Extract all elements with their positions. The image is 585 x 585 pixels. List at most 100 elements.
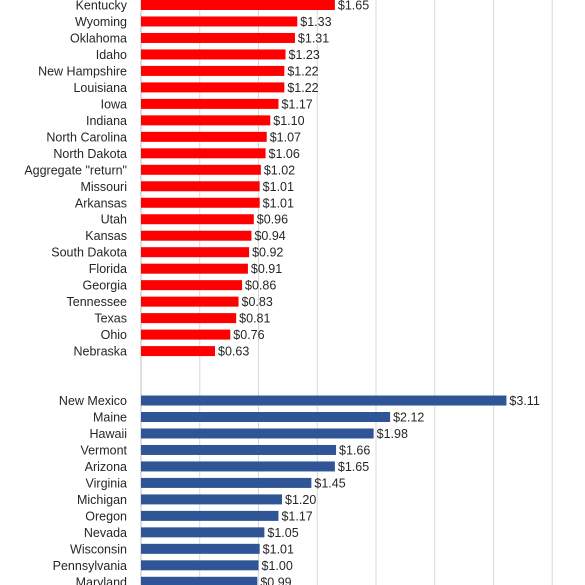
bar — [141, 329, 231, 340]
category-label: Louisiana — [73, 81, 127, 95]
data-label: $1.17 — [281, 509, 312, 523]
category-label: Virginia — [86, 476, 128, 490]
category-label: Hawaii — [89, 427, 127, 441]
bar — [141, 346, 216, 357]
category-label: Kentucky — [76, 0, 128, 13]
data-label: $1.22 — [287, 64, 318, 78]
data-label: $1.01 — [263, 542, 294, 556]
bar — [141, 181, 260, 192]
bar — [141, 247, 250, 258]
data-label: $1.98 — [377, 427, 408, 441]
category-label: Pennsylvania — [53, 559, 127, 573]
data-label: $2.12 — [393, 411, 424, 425]
category-label: Maine — [93, 411, 127, 425]
data-label: $1.17 — [281, 97, 312, 111]
data-label: $0.96 — [257, 213, 288, 227]
bar — [141, 296, 239, 307]
data-label: $1.02 — [264, 163, 295, 177]
bar — [141, 214, 254, 225]
data-label: $1.01 — [263, 180, 294, 194]
category-label: Nevada — [84, 526, 127, 540]
category-label: Oregon — [85, 509, 127, 523]
category-label: Iowa — [101, 97, 127, 111]
bar — [141, 560, 259, 571]
bar — [141, 527, 265, 538]
data-label: $1.10 — [273, 114, 304, 128]
bar — [141, 280, 243, 291]
category-label: North Carolina — [46, 130, 127, 144]
category-label: Vermont — [80, 443, 127, 457]
data-label: $1.65 — [338, 0, 369, 13]
category-label: Indiana — [86, 114, 127, 128]
category-label: Missouri — [80, 180, 127, 194]
category-label: Texas — [94, 312, 127, 326]
category-label: Utah — [101, 213, 127, 227]
category-label: Aggregate "return" — [24, 163, 127, 177]
data-label: $1.45 — [314, 476, 345, 490]
data-label: $1.06 — [269, 147, 300, 161]
data-label: $1.07 — [270, 130, 301, 144]
bar — [141, 230, 252, 241]
bar — [141, 115, 271, 126]
data-label: $3.11 — [509, 394, 539, 408]
category-label: North Dakota — [53, 147, 127, 161]
bar — [141, 32, 295, 43]
bar — [141, 98, 279, 109]
data-label: $1.20 — [285, 493, 316, 507]
data-label: $1.31 — [298, 31, 329, 45]
bar — [141, 576, 258, 585]
category-label: Tennessee — [67, 295, 128, 309]
category-label: Georgia — [83, 279, 128, 293]
bar — [141, 82, 285, 93]
data-label: $1.00 — [262, 559, 293, 573]
data-label: $0.81 — [239, 312, 270, 326]
gridlines — [140, 0, 553, 585]
data-label: $0.94 — [254, 229, 285, 243]
data-label: $1.65 — [338, 460, 369, 474]
category-label: Maryland — [76, 575, 127, 585]
data-label: $0.63 — [218, 345, 249, 359]
bar — [141, 510, 279, 521]
data-label: $0.86 — [245, 279, 276, 293]
data-label: $0.99 — [260, 575, 291, 585]
category-label: Kansas — [85, 229, 127, 243]
bar — [141, 131, 267, 142]
category-label: New Hampshire — [38, 64, 127, 78]
data-label: $0.76 — [233, 328, 264, 342]
bar — [141, 395, 507, 406]
bar — [141, 263, 248, 274]
bar — [141, 49, 286, 60]
category-label: Wisconsin — [70, 542, 127, 556]
category-label: Oklahoma — [70, 31, 127, 45]
bar — [141, 444, 337, 455]
bar — [141, 16, 298, 27]
bar — [141, 197, 260, 208]
bar — [141, 461, 335, 472]
data-label: $1.22 — [287, 81, 318, 95]
bar — [141, 0, 335, 10]
data-label: $0.83 — [242, 295, 273, 309]
category-label: Arizona — [85, 460, 127, 474]
labels: Kentucky $1.65 Wyoming $1.33 Oklahoma $1.31 Id… — [24, 0, 540, 585]
bars — [141, 0, 507, 585]
bar — [141, 543, 260, 554]
category-label: Ohio — [101, 328, 127, 342]
data-label: $1.33 — [300, 15, 331, 29]
category-label: Idaho — [96, 48, 127, 62]
bar — [141, 412, 391, 422]
category-label: Nebraska — [74, 345, 128, 359]
category-label: Florida — [89, 262, 127, 276]
category-label: Wyoming — [75, 15, 127, 29]
bar — [141, 148, 266, 159]
category-label: South Dakota — [51, 246, 127, 260]
category-label: Arkansas — [75, 196, 127, 210]
data-label: $0.91 — [251, 262, 282, 276]
bar — [141, 313, 237, 324]
data-label: $0.92 — [252, 246, 283, 260]
data-label: $1.01 — [263, 196, 294, 210]
data-label: $1.23 — [289, 48, 320, 62]
data-label: $1.05 — [267, 526, 298, 540]
category-label: Michigan — [77, 493, 127, 507]
bar — [141, 428, 374, 439]
